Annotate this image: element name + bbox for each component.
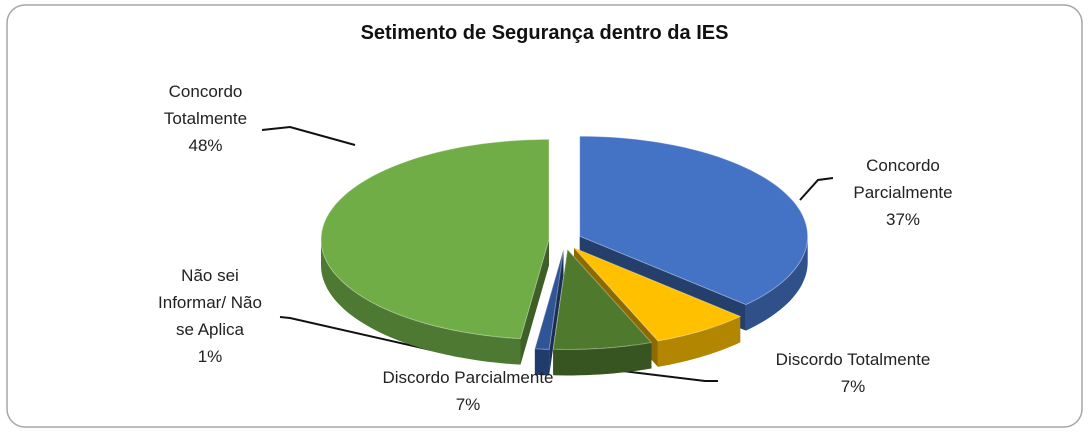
value-label: 37% bbox=[885, 210, 921, 229]
data-label: Não sei Informar/ Não se Aplica 1% bbox=[150, 262, 270, 370]
category-label: Não sei Informar/ Não se Aplica bbox=[158, 266, 262, 339]
leader-line bbox=[799, 177, 834, 201]
slice bbox=[579, 135, 809, 306]
slice-side bbox=[534, 348, 550, 376]
slice bbox=[320, 138, 550, 340]
slice-side bbox=[520, 239, 549, 365]
value-label: 1% bbox=[197, 347, 223, 366]
data-label: Discordo Totalmente 7% bbox=[738, 346, 968, 400]
slice bbox=[573, 247, 742, 342]
leader-line bbox=[279, 316, 441, 353]
category-label: Concordo Totalmente bbox=[163, 82, 248, 128]
slice-side bbox=[553, 342, 652, 376]
data-label: Discordo Parcialmente 7% bbox=[348, 364, 588, 418]
value-label: 7% bbox=[455, 395, 481, 414]
value-label: 48% bbox=[188, 136, 223, 155]
chart-title: Setimento de Segurança dentro da IES bbox=[360, 22, 729, 44]
category-label: Discordo Parcialmente bbox=[382, 368, 554, 387]
slice-side bbox=[657, 316, 741, 367]
slice-side bbox=[321, 239, 521, 365]
data-label: Concordo Totalmente 48% bbox=[148, 78, 263, 159]
slice-side bbox=[745, 236, 808, 331]
category-label: Discordo Totalmente bbox=[775, 350, 931, 369]
slice bbox=[534, 249, 564, 350]
slice bbox=[552, 248, 653, 350]
leader-line bbox=[261, 125, 356, 146]
data-label: Concordo Parcialmente 37% bbox=[838, 152, 968, 233]
value-label: 7% bbox=[840, 377, 866, 396]
category-label: Concordo Parcialmente bbox=[853, 156, 953, 202]
